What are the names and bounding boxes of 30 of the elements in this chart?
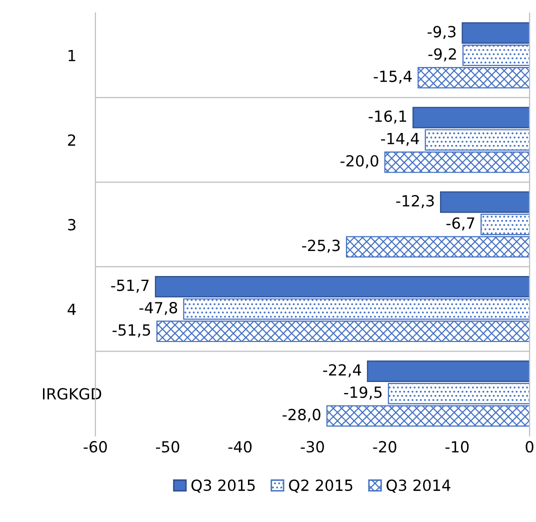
data-label: -16,1: [368, 110, 406, 124]
x-tick-label: 0: [526, 441, 534, 453]
x-tick-label: -20: [373, 441, 396, 453]
data-label: -20,0: [340, 155, 378, 168]
data-label: -15,4: [374, 70, 412, 84]
x-tick-label: -10: [445, 441, 469, 453]
y-tick-label: 4: [68, 304, 76, 315]
y-tick-label: 1: [68, 50, 76, 62]
data-label: -6,7: [446, 217, 474, 230]
legend-label: Q2 2015: [289, 479, 352, 493]
data-label: -9,3: [428, 26, 456, 39]
x-tick-label: -60: [84, 441, 107, 453]
data-label: -51,5: [112, 324, 150, 338]
data-label: -14,4: [381, 132, 419, 146]
legend-label: Q3 2015: [191, 479, 255, 493]
x-tick-label: -30: [300, 441, 324, 453]
data-label: -47,8: [139, 302, 178, 316]
data-label: -25,3: [302, 240, 340, 253]
data-label: -12,3: [396, 195, 434, 208]
y-tick-label: IRGKGD: [43, 388, 102, 400]
data-label: -22,4: [323, 364, 362, 378]
data-label: -9,2: [428, 48, 456, 62]
data-label: -51,7: [111, 280, 149, 293]
y-tick-label: 3: [68, 218, 76, 230]
y-tick-label: 2: [68, 134, 76, 146]
data-label: -28,0: [282, 408, 320, 422]
legend-label: Q3 2014: [386, 479, 450, 493]
data-label: -19,5: [344, 386, 382, 400]
x-tick-label: -50: [156, 441, 180, 453]
x-tick-label: -40: [228, 441, 252, 453]
